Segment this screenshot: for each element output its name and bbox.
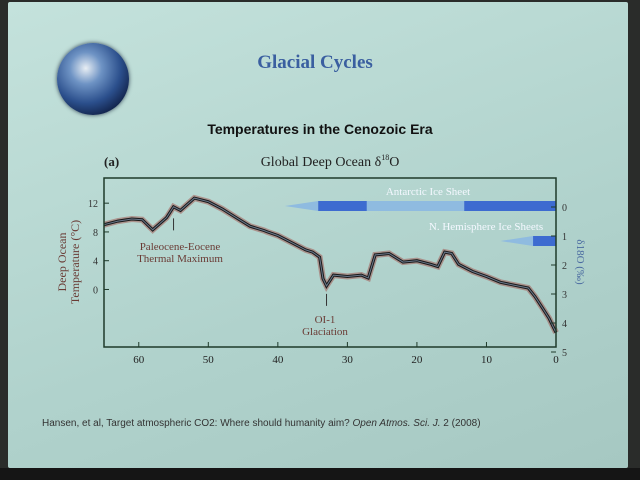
earth-globe-icon bbox=[57, 43, 129, 115]
annotation-label: OI-1 bbox=[315, 314, 336, 326]
chart-title: Global Deep Ocean δ18O bbox=[261, 153, 400, 170]
y2-tick-label: 1 bbox=[562, 232, 567, 243]
ice-sheet-label: N. Hemisphere Ice Sheets bbox=[429, 221, 543, 233]
ice-sheet-taper bbox=[500, 236, 534, 246]
y-tick-label: 8 bbox=[93, 228, 98, 239]
citation: Hansen, et al, Target atmospheric CO2: W… bbox=[42, 418, 481, 429]
x-tick-label: 10 bbox=[481, 354, 493, 366]
x-tick-label: 50 bbox=[203, 354, 215, 366]
ice-sheet-label: Antarctic Ice Sheet bbox=[386, 186, 470, 198]
x-tick-label: 60 bbox=[133, 354, 145, 366]
y2-tick-label: 5 bbox=[562, 348, 567, 359]
ice-sheet-taper bbox=[284, 201, 319, 211]
x-tick-label: 20 bbox=[411, 354, 423, 366]
ice-sheet-bar bbox=[366, 201, 465, 211]
panel-label: (a) bbox=[104, 154, 119, 169]
y-axis-label: Deep Ocean Temperature (°C) bbox=[55, 220, 82, 304]
y2-tick-label: 2 bbox=[562, 261, 567, 272]
projector-edge bbox=[0, 468, 640, 480]
annotation-label: Thermal Maximum bbox=[137, 253, 223, 265]
temperature-mean-line bbox=[103, 197, 557, 333]
x-tick-label: 0 bbox=[553, 354, 559, 366]
y2-tick-label: 3 bbox=[562, 290, 567, 301]
slide-subtitle: Temperatures in the Cenozoic Era bbox=[207, 121, 433, 137]
ice-sheet-bar bbox=[533, 236, 556, 246]
temperature-line bbox=[103, 196, 558, 334]
plot-frame bbox=[103, 177, 557, 348]
y2-tick-label: 4 bbox=[562, 319, 567, 330]
y-tick-label: 4 bbox=[93, 257, 98, 268]
svg-text:Deep Ocean: Deep Ocean bbox=[55, 233, 69, 292]
x-tick-label: 30 bbox=[342, 354, 354, 366]
y2-tick-label: 0 bbox=[562, 203, 567, 214]
annotation-label: Glaciation bbox=[302, 326, 348, 338]
x-tick-label: 40 bbox=[272, 354, 284, 366]
svg-text:Temperature (°C): Temperature (°C) bbox=[68, 220, 82, 304]
ice-sheet-bar bbox=[464, 201, 556, 211]
ice-sheet-bar bbox=[318, 201, 367, 211]
temperature-band bbox=[103, 194, 559, 334]
slide-title: Glacial Cycles bbox=[257, 52, 373, 73]
y2-axis-label: δ18O (‰) bbox=[574, 239, 586, 285]
y-tick-label: 12 bbox=[88, 199, 98, 210]
y-tick-label: 0 bbox=[93, 285, 98, 296]
annotation-label: Paleocene-Eocene bbox=[140, 241, 221, 253]
